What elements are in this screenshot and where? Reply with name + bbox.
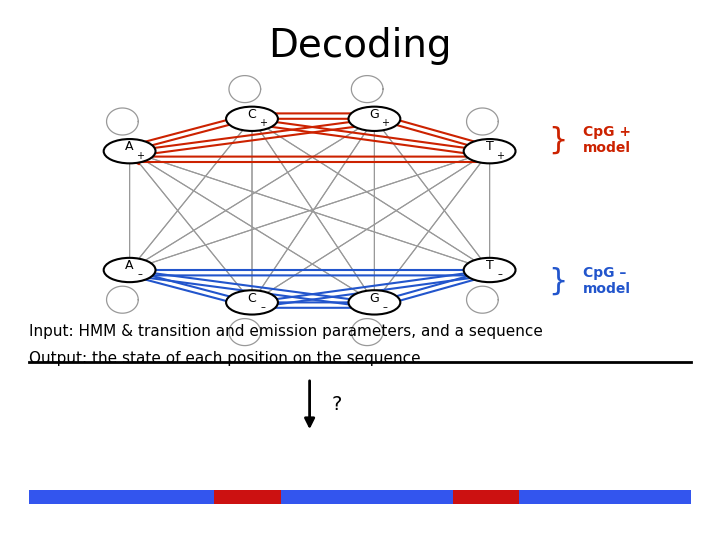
Text: –: – [261, 302, 265, 312]
Text: +: + [496, 151, 505, 160]
Text: CpG –
model: CpG – model [583, 266, 631, 296]
Text: T: T [486, 140, 493, 153]
Text: C: C [248, 292, 256, 305]
FancyBboxPatch shape [29, 490, 691, 503]
Text: –: – [138, 269, 143, 279]
Text: CpG +
model: CpG + model [583, 125, 631, 156]
Ellipse shape [464, 139, 516, 163]
FancyBboxPatch shape [215, 490, 281, 503]
Text: +: + [258, 118, 267, 128]
Text: A: A [125, 259, 134, 272]
Text: +: + [381, 118, 390, 128]
Text: +: + [136, 151, 145, 160]
Text: –: – [498, 269, 503, 279]
Text: G: G [369, 292, 379, 305]
Ellipse shape [348, 107, 400, 131]
Ellipse shape [226, 291, 278, 314]
Text: Output: the state of each position on the sequence: Output: the state of each position on th… [29, 351, 420, 366]
Text: Decoding: Decoding [269, 27, 451, 65]
Text: ?: ? [331, 395, 341, 415]
Text: A: A [125, 140, 134, 153]
Text: }: } [549, 266, 567, 295]
Ellipse shape [104, 139, 156, 163]
Text: }: } [549, 126, 567, 155]
FancyBboxPatch shape [453, 490, 519, 503]
Text: G: G [369, 108, 379, 121]
Text: –: – [383, 302, 387, 312]
Text: Input: HMM & transition and emission parameters, and a sequence: Input: HMM & transition and emission par… [29, 324, 543, 339]
Ellipse shape [226, 107, 278, 131]
Ellipse shape [348, 291, 400, 314]
Ellipse shape [104, 258, 156, 282]
Ellipse shape [464, 258, 516, 282]
Text: T: T [486, 259, 493, 272]
Text: C: C [248, 108, 256, 121]
